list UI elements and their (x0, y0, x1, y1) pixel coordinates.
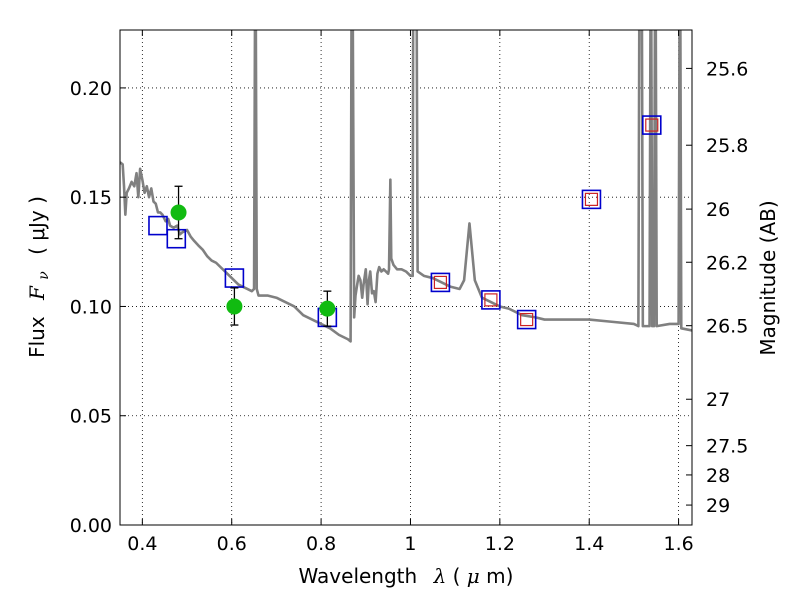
x-tick-label: 0.4 (127, 533, 157, 555)
x-axis-title-text: Wavelength (299, 564, 418, 588)
x-axis-title-unit-mu: μ (467, 564, 480, 588)
model-photometry-box (516, 309, 537, 330)
right-tick-label: 27 (706, 389, 730, 411)
x-tick-label: 1 (404, 533, 416, 555)
observed-point (319, 300, 336, 317)
axis-ticks: 0.4 0.6 0.8 1 1.2 1.4 1.6 0.00 0.05 0.10 0.15 0.20 2… (70, 30, 748, 555)
right-tick-label: 25.6 (706, 58, 748, 80)
right-tick-label: 25.8 (706, 135, 748, 157)
x-axis-title-unit-rest: m) (486, 564, 513, 588)
observed-point (170, 204, 187, 221)
x-tick-label: 0.6 (217, 533, 247, 555)
right-tick-label: 26.5 (706, 316, 748, 338)
x-axis-title: Wavelength λ ( μ m) (299, 564, 514, 588)
grid (120, 30, 692, 526)
model-photometry-box (641, 115, 662, 135)
right-axis-title: Magnitude (AB) (756, 200, 780, 355)
right-tick-label: 26.2 (706, 252, 748, 274)
right-tick-label: 27.5 (706, 436, 748, 458)
plot-frame (119, 29, 693, 526)
y-axis-title-text: Flux (25, 316, 49, 358)
model-photometry-inner-box (484, 293, 498, 307)
x-axis-title-unit-open: ( (453, 564, 461, 588)
x-tick-label: 1.4 (574, 533, 604, 555)
x-tick-label: 1.2 (485, 533, 515, 555)
right-tick-label: 28 (706, 465, 730, 487)
model-photometry-inner-box (433, 275, 448, 290)
y-axis-title-unit: ( μJy ) (25, 196, 49, 255)
right-tick-label: 26 (706, 199, 730, 221)
y-tick-label: 0.10 (70, 296, 112, 318)
model-photometry-box (166, 228, 187, 249)
x-axis-title-symbol: λ (433, 564, 447, 588)
plot-area (120, 30, 692, 343)
model-photometry-box (430, 272, 451, 293)
model-photometry-box (224, 268, 245, 288)
y-axis-title-symbol: F (25, 285, 49, 301)
model-photometry-box (581, 189, 602, 210)
x-tick-label: 1.6 (663, 533, 693, 555)
model-photometry-box (148, 215, 168, 236)
y-tick-label: 0.05 (70, 406, 112, 428)
y-tick-label: 0.15 (70, 187, 112, 209)
y-axis-title-subscript: ν (36, 271, 52, 280)
y-tick-label: 0.20 (70, 78, 112, 100)
y-tick-label: 0.00 (70, 515, 112, 537)
model-photometry-inner-box (584, 192, 599, 206)
right-tick-label: 29 (706, 495, 730, 517)
x-tick-label: 0.8 (306, 533, 336, 555)
model-spectrum-line (120, 30, 692, 343)
y-axis-title: Flux F ν ( μJy ) (25, 196, 53, 358)
model-photometry-box (481, 290, 501, 310)
model-photometry-inner-box (520, 312, 534, 327)
model-photometry-inner-box (645, 118, 659, 132)
observed-point (226, 298, 243, 315)
